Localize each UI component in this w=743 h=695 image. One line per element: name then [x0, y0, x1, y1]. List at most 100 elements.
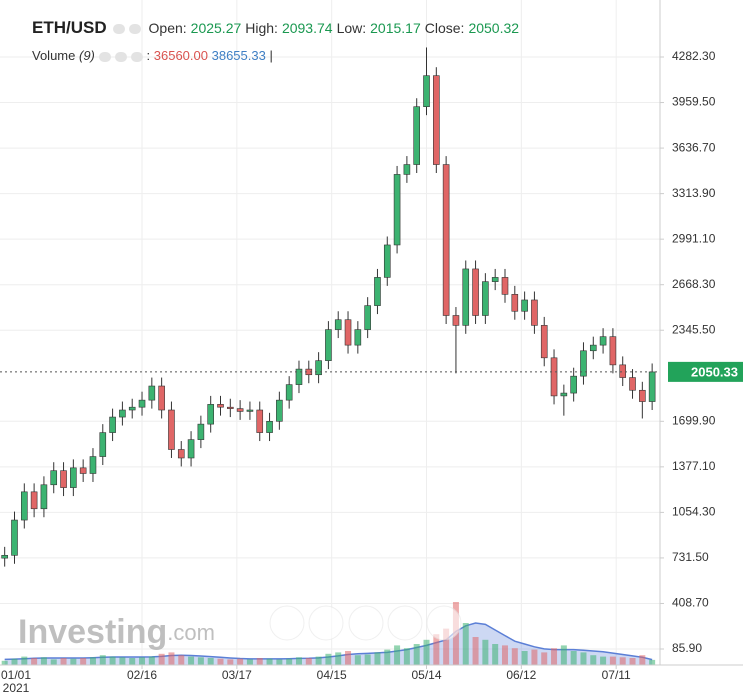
candle-body	[79, 467, 87, 474]
candle-body	[99, 432, 107, 457]
candle-body	[364, 305, 371, 330]
candle-body	[1, 555, 8, 559]
volume-bar	[305, 658, 312, 665]
volume-bar	[521, 651, 528, 665]
volume-bar	[40, 657, 47, 665]
x-tick-label: 07/11	[602, 668, 631, 682]
candle-body	[344, 319, 352, 346]
y-tick-label: 2345.50	[672, 322, 716, 336]
volume-bar	[649, 659, 656, 665]
candle-body	[89, 456, 97, 474]
volume-bar	[148, 656, 155, 665]
candle-body	[325, 329, 332, 361]
candle-body	[70, 467, 77, 488]
candle-body	[354, 329, 362, 346]
candle-body	[629, 377, 636, 391]
volume-ma-area	[4, 623, 653, 665]
y-tick-label: 3959.50	[672, 95, 716, 109]
volume-bar	[188, 656, 195, 665]
candle-body	[315, 360, 322, 376]
y-tick-label: 1377.10	[672, 459, 716, 473]
candle-body	[128, 406, 136, 411]
candle-body	[501, 277, 509, 295]
candle-body	[227, 406, 234, 409]
volume-bar	[374, 652, 381, 665]
candle-body	[383, 244, 391, 278]
volume-bar	[423, 639, 430, 665]
volume-bar	[70, 658, 77, 665]
price-legend: ETH/USD Open: 2025.27 High: 2093.74 Low: 2015…	[32, 14, 523, 42]
field-value: 2015.17	[370, 20, 421, 36]
volume-label: Volume	[32, 48, 76, 63]
volume-bar	[384, 649, 391, 665]
volume-bar	[433, 634, 440, 665]
candle-body	[30, 491, 38, 510]
volume-bar	[639, 655, 646, 665]
volume-bar	[266, 658, 273, 665]
volume-bar	[325, 653, 332, 665]
last-price-label: 2050.33	[691, 364, 738, 379]
candle-body	[403, 164, 411, 175]
volume-bar	[600, 656, 607, 665]
volume-bar	[492, 644, 499, 665]
field-label: Close:	[424, 20, 465, 36]
volume-bar	[590, 655, 597, 665]
volume-bar	[31, 658, 38, 665]
volume-bar	[315, 656, 322, 665]
y-tick-label: 3636.70	[672, 140, 716, 154]
candle-body	[334, 319, 342, 330]
candle-body	[442, 164, 450, 316]
candle-body	[531, 299, 538, 326]
field-value: 2050.32	[468, 20, 520, 36]
candle-body	[158, 385, 165, 411]
volume-bar	[443, 628, 450, 665]
field-value: 2093.74	[281, 20, 333, 36]
candle-body	[423, 75, 430, 108]
candle-body	[11, 519, 18, 556]
volume-bar	[217, 658, 224, 665]
x-tick-label: 03/17	[222, 668, 252, 682]
candle-body	[256, 409, 264, 433]
candle-body	[285, 384, 293, 401]
volume-bar	[570, 651, 577, 665]
x-tick-label: 05/14	[411, 668, 441, 682]
volume-bar	[511, 648, 518, 665]
volume-bar	[256, 658, 263, 665]
volume-bar	[413, 644, 420, 665]
x-year-label: 2021	[3, 681, 30, 695]
volume-bar	[531, 649, 538, 665]
candle-body	[550, 357, 558, 397]
candle-body	[560, 392, 568, 397]
y-tick-label: 1054.30	[672, 505, 716, 519]
x-tick-label: 02/16	[127, 668, 157, 682]
candle-body	[374, 277, 381, 306]
volume-bar	[89, 657, 96, 665]
candle-body	[639, 389, 646, 402]
candle-body	[619, 364, 627, 378]
candle-body	[138, 399, 146, 408]
candle-body	[177, 449, 185, 459]
candle-body	[295, 368, 303, 385]
candle-body	[168, 409, 175, 450]
volume-bar	[335, 652, 342, 665]
volume-ma-value: 38655.33	[211, 48, 266, 63]
volume-bar	[237, 658, 244, 665]
volume-bar	[472, 637, 479, 665]
volume-legend: Volume (9) : 36560.00 38655.33 |	[32, 48, 273, 63]
volume-bar	[197, 657, 204, 665]
candle-body	[589, 344, 597, 352]
volume-bar	[345, 651, 352, 665]
volume-bar	[462, 623, 469, 665]
volume-bar	[227, 659, 234, 665]
volume-bar	[50, 659, 57, 665]
y-tick-label: 731.50	[672, 550, 709, 564]
candle-body	[580, 350, 587, 377]
y-tick-label: 4282.30	[672, 49, 716, 63]
volume-bar	[551, 648, 558, 665]
volume-bar	[207, 658, 214, 665]
candle-body	[217, 404, 224, 408]
volume-bar	[580, 652, 587, 665]
field-label: Low:	[336, 20, 367, 36]
candle-body	[40, 484, 48, 510]
symbol: ETH/USD	[32, 18, 107, 37]
